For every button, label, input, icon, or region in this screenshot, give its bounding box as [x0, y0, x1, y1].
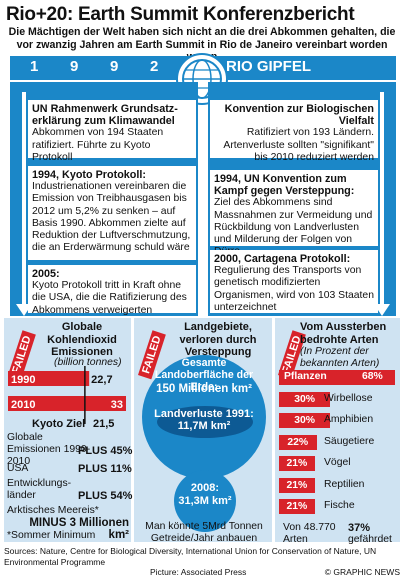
- co2-line-label: Arktisches Meereis*: [7, 505, 99, 516]
- co2-bar-category: 2010: [11, 399, 35, 411]
- species-bar: [279, 370, 395, 385]
- picture-credit: Picture: Associated Press: [150, 567, 247, 577]
- cartagena-card: 2000, Cartagena Protokoll: Regulierung d…: [210, 250, 378, 313]
- kyoto-label: Kyoto Ziel: [32, 418, 86, 430]
- rio-label: RIO GIPFEL: [226, 58, 312, 75]
- co2-head: Globale Kohlendioxid Emissionen: [47, 321, 117, 358]
- species-bar: 30%: [279, 413, 331, 428]
- species-bottom-value: 37%: [348, 522, 371, 534]
- species-bar: 21%: [279, 499, 315, 514]
- card-body: Kyoto Protokoll tritt in Kraft ohne die …: [32, 280, 187, 316]
- land-footer: Man könnte 5Mrd Tonnen Getreide/Jahr anb…: [145, 521, 263, 544]
- kyoto-2005-card: 2005: Kyoto Protokoll tritt in Kraft ohn…: [28, 265, 196, 316]
- page-title: Rio+20: Earth Summit Konferenzbericht: [6, 4, 355, 25]
- species-category: Vögel: [324, 457, 351, 468]
- species-bottom-label: Von 48.770 Arten: [283, 522, 336, 545]
- card-head: 1994, UN Konvention zum Kampf gegen Vers…: [214, 173, 355, 198]
- kyoto-value: 21,5: [93, 418, 115, 430]
- card-head: 2005:: [32, 268, 60, 280]
- card-head: 2000, Cartagena Protokoll:: [214, 253, 351, 265]
- co2-bar-value: 22,7: [91, 374, 112, 386]
- co2-line-label: USA: [7, 463, 29, 474]
- loss-2008-label: 2008:: [190, 482, 220, 494]
- species-category: Pflanzen: [284, 371, 327, 382]
- card-body: Regulierung des Transports von genetisch…: [214, 265, 374, 313]
- card-body: Ratifiziert von 193 Ländern. Artenverlus…: [223, 127, 374, 163]
- year-digit: 9: [110, 58, 119, 75]
- species-category: Fische: [324, 500, 355, 511]
- species-head: Vom Aussterben bedrohte Arten: [300, 321, 387, 346]
- co2-bar-category: 1990: [11, 374, 35, 386]
- card-body: Industrienationen vereinbaren die Emissi…: [32, 181, 191, 254]
- co2-line-label: Entwicklungs-länder: [7, 478, 72, 501]
- species-value: 68%: [362, 371, 383, 382]
- species-bar: 21%: [279, 477, 315, 493]
- sources: Sources: Nature, Centre for Biological D…: [4, 546, 377, 567]
- loss-1991-label: Landverluste 1991:: [154, 408, 254, 420]
- credit: © GRAPHIC NEWS: [324, 567, 400, 577]
- co2-line-value: PLUS 11%: [78, 463, 132, 475]
- species-bar: 30%: [279, 391, 331, 407]
- species-bottom-suffix: gefährdet: [348, 534, 392, 545]
- loss-1991-value: 11,7M km²: [177, 420, 231, 432]
- card-body: Abkommen von 194 Staaten ratifiziert. Fü…: [32, 127, 164, 163]
- biodiversity-card: Konvention zur Biologischen Vielfalt Rat…: [210, 100, 378, 163]
- total-land: 150 Millionen km²: [156, 383, 252, 395]
- flow-arrows: [16, 92, 390, 316]
- year-digit: 1: [30, 58, 39, 75]
- species-category: Säugetiere: [324, 435, 375, 447]
- card-head: UN Rahmenwerk Grundsatz-erklärung zum Kl…: [32, 103, 178, 128]
- kyoto-card: 1994, Kyoto Protokoll: Industrienationen…: [28, 166, 196, 260]
- loss-2008-value: 31,3M km²: [178, 495, 232, 507]
- climate-card: UN Rahmenwerk Grundsatz-erklärung zum Kl…: [28, 100, 196, 163]
- species-bar: 21%: [279, 456, 315, 471]
- co2-line-label: Globale Emissionen 1990-2010: [7, 432, 91, 467]
- loss-1991-circle: [157, 406, 253, 438]
- co2-footnote: *Sommer Minimum: [7, 530, 96, 541]
- species-category: Reptilien: [324, 478, 365, 490]
- species-bar: 22%: [279, 434, 317, 450]
- card-head: 1994, Kyoto Protokoll:: [32, 169, 146, 181]
- co2-line-value: MINUS 3 Millionen km²: [29, 517, 129, 541]
- co2-line-value: PLUS 45%: [78, 445, 133, 457]
- circle-head: Gesamte Landoberfläche der Erde:: [154, 357, 254, 393]
- co2-line-value: PLUS 54%: [78, 490, 133, 502]
- co2-bar-value: 33: [111, 399, 123, 411]
- land-head: Landgebiete, verloren durch Versteppung: [179, 321, 257, 358]
- species-category: Wirbellose: [324, 392, 373, 404]
- loss-2008-circle: [174, 470, 236, 532]
- desertification-card: 1994, UN Konvention zum Kampf gegen Vers…: [210, 170, 378, 257]
- co2-unit: (billion tonnes): [54, 357, 122, 368]
- card-head: Konvention zur Biologischen Vielfalt: [224, 103, 374, 128]
- co2-bar: [8, 396, 126, 411]
- year-digit: 9: [70, 58, 79, 75]
- co2-bar-chart: 1990 22,7 2010 33: [8, 366, 126, 424]
- year-digit: 2: [150, 58, 159, 75]
- co2-bar: [8, 371, 90, 386]
- species-sub: (In Prozent der bekannten Arten): [300, 346, 380, 369]
- species-category: Amphibien: [324, 414, 374, 425]
